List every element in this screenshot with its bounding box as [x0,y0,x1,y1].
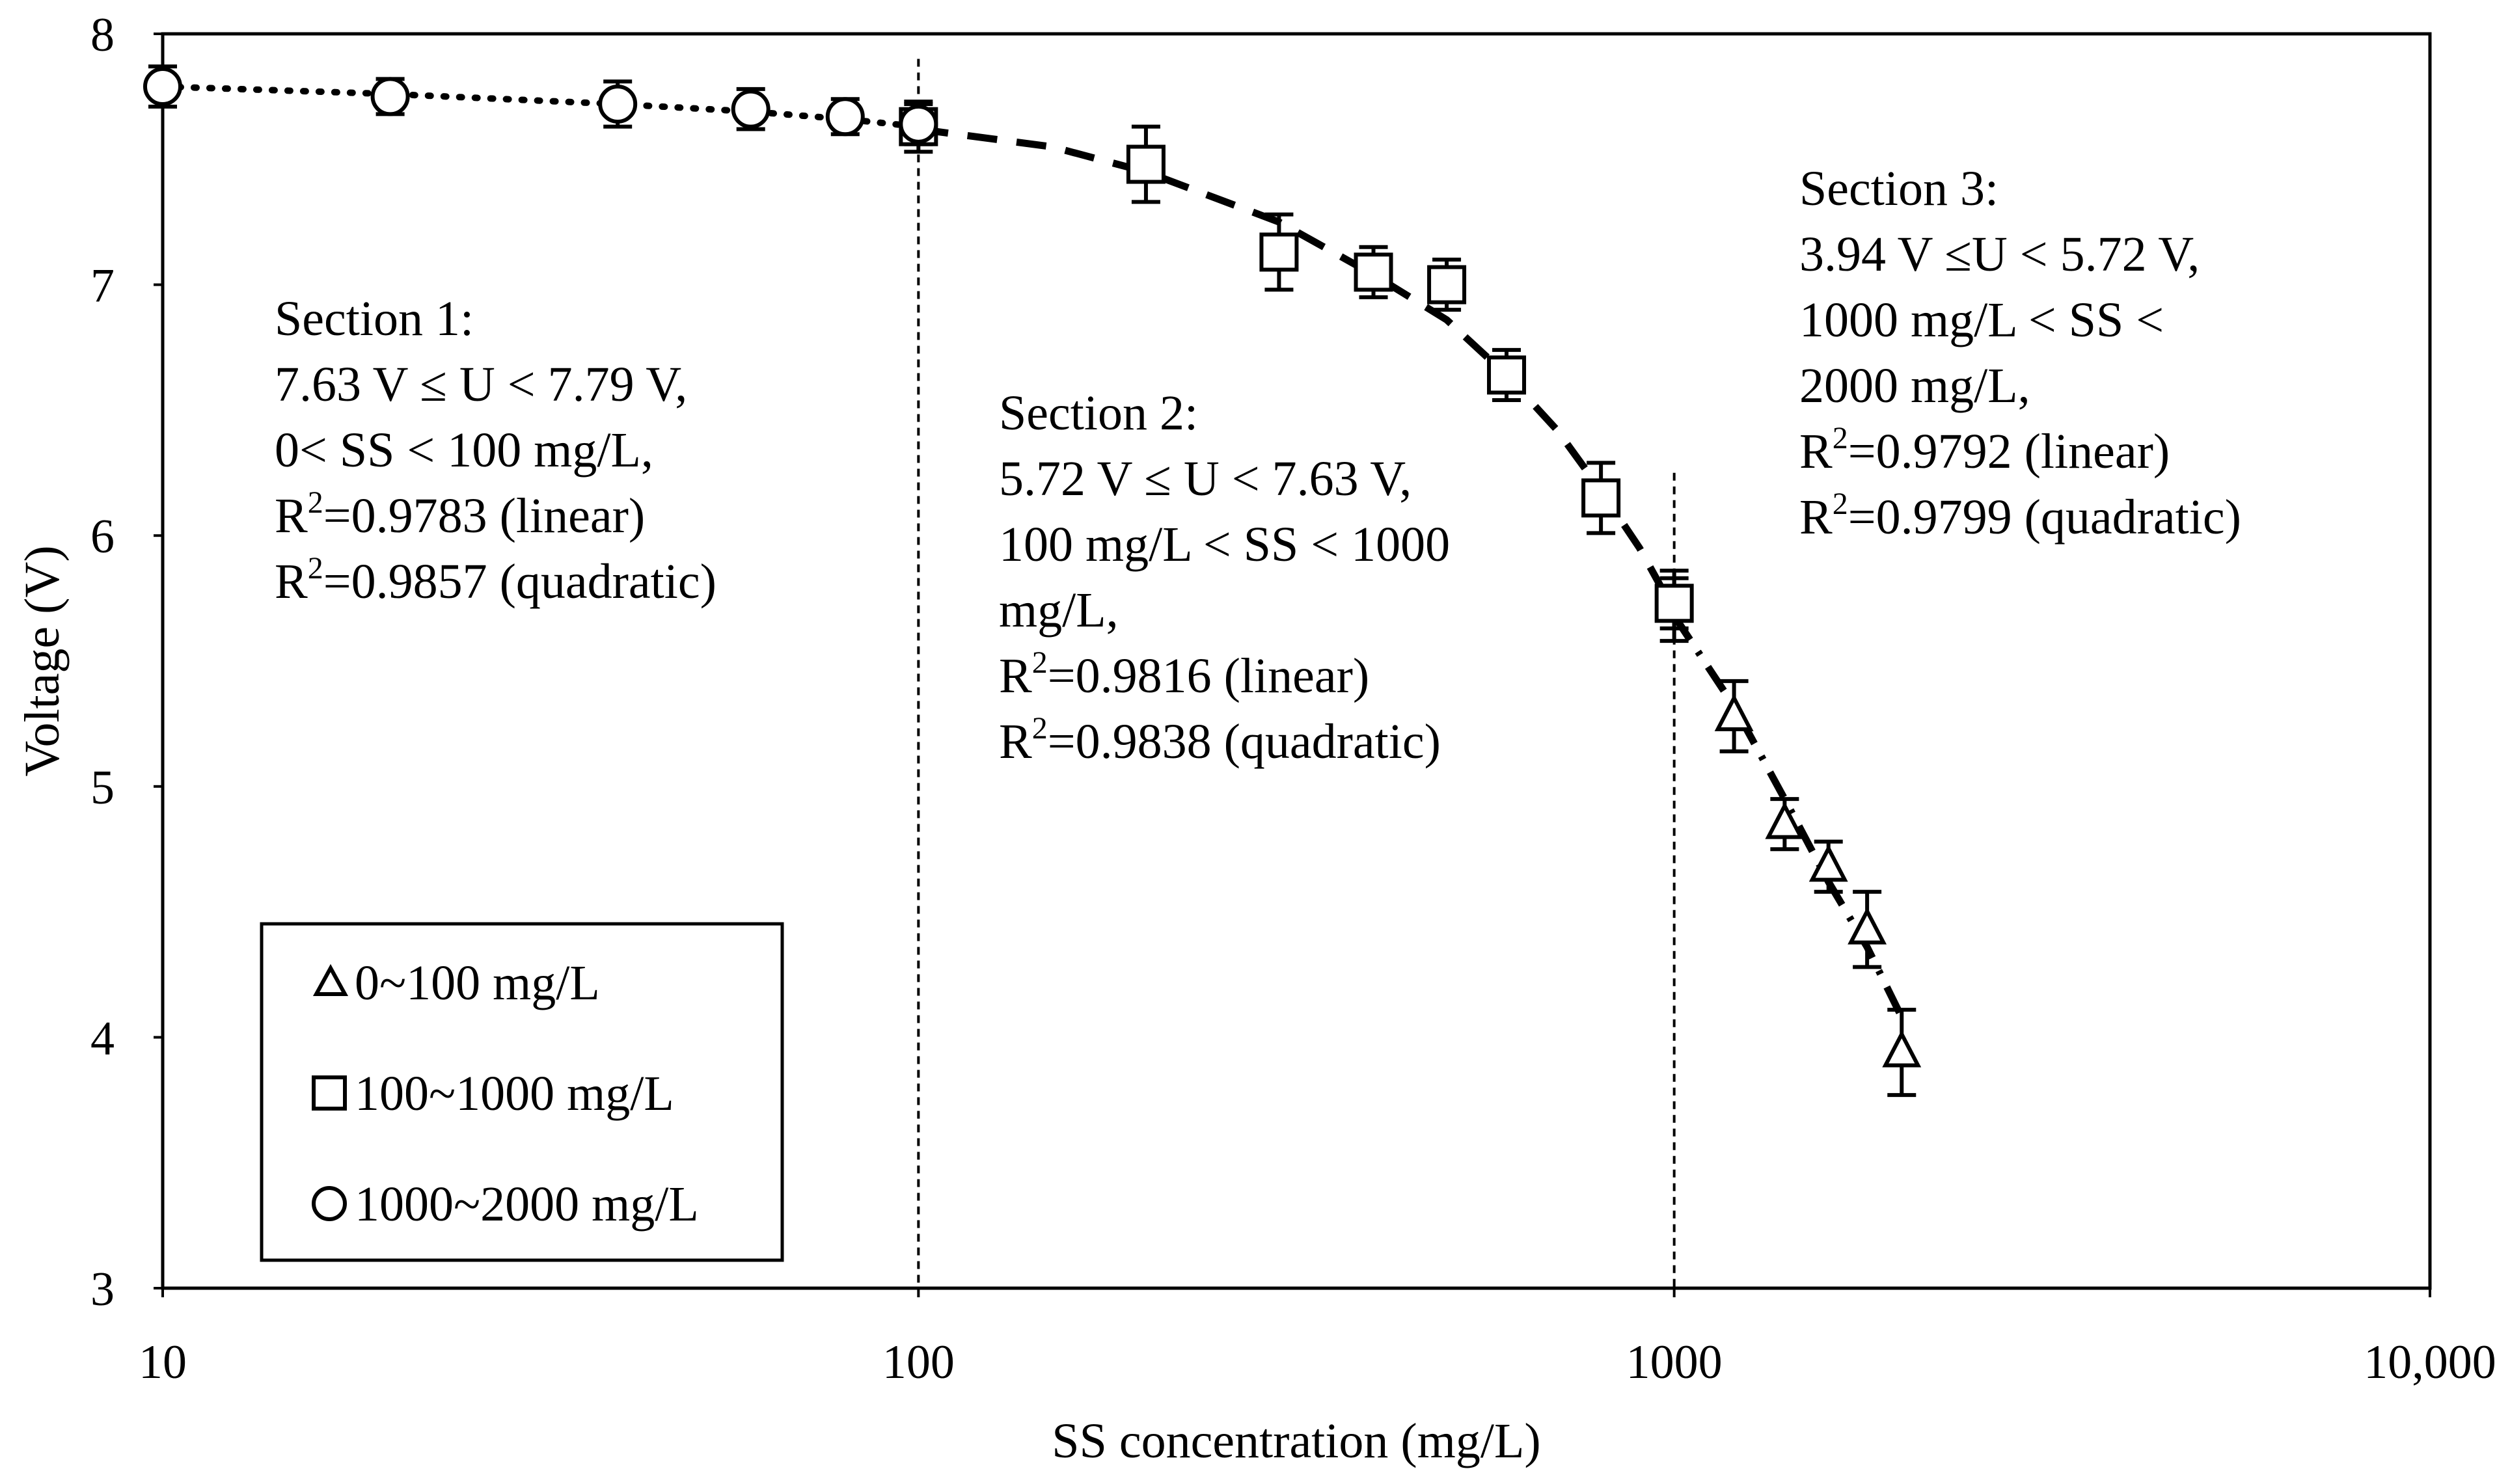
annotation-line: Section 3: [1799,161,1998,216]
square-marker [1427,265,1467,304]
y-tick-label: 5 [90,761,115,815]
annotation-line: 100 mg/L < SS < 1000 [999,517,1450,572]
y-tick-label: 8 [90,8,115,62]
triangle-marker [1714,694,1754,731]
annotation-line: R2=0.9857 (quadratic) [275,551,716,609]
x-axis-ticks: 10 100 1000 10,000 [139,1288,2496,1389]
section-annotations: Section 1: 7.63 V ≤ U < 7.79 V, 0< SS < 10… [275,161,2241,769]
legend-item: 0~100 mg/L [312,956,600,1010]
y-axis-title: Voltage (V) [15,545,70,776]
square-marker [1487,355,1527,395]
fit-line-section-2 [918,126,1678,613]
annotation-superscript: 2 [1032,645,1048,680]
annotation-superscript: 2 [308,485,323,520]
annotation-r: R [1799,490,1833,545]
legend-label: 1000~2000 mg/L [355,1177,699,1232]
annotation-value: =0.9792 (linear) [1848,424,2170,479]
legend-circle-marker [312,1186,347,1221]
circle-marker [731,89,771,129]
legend-item: 1000~2000 mg/L [312,1177,699,1232]
square-marker [1259,232,1299,272]
annotation-line: 3.94 V ≤U < 5.72 V, [1799,227,2200,282]
annotation-line: R2=0.9792 (linear) [1799,421,2170,479]
annotation-line: R2=0.9838 (quadratic) [999,711,1441,769]
x-tick-label: 100 [882,1336,955,1389]
square-marker [1126,144,1166,184]
triangle-marker [1882,1030,1922,1068]
fit-line-section-1 [159,83,922,130]
y-tick-label: 3 [90,1263,115,1316]
annotation-line: R2=0.9783 (linear) [275,485,645,543]
annotation-value: =0.9783 (linear) [323,489,645,543]
fit-line-section-3 [1671,614,1905,1019]
annotation-r: R [999,714,1032,769]
data-markers [143,66,1922,1068]
annotation-superscript: 2 [308,551,323,586]
annotation-line: R2=0.9816 (linear) [999,645,1369,703]
legend-label: 100~1000 mg/L [355,1066,674,1121]
y-tick-label: 6 [90,510,115,563]
fit-lines [159,83,1905,1019]
circle-marker [598,84,638,124]
annotation-line: Section 2: [999,386,1198,440]
triangle-marker [1848,907,1887,945]
annotation-value: =0.9857 (quadratic) [323,554,716,609]
circle-marker [370,77,410,116]
annotation-line: 1000 mg/L < SS < [1799,293,2164,347]
x-tick-label: 10 [139,1336,187,1389]
circle-marker [143,66,182,106]
annotation-value: =0.9838 (quadratic) [1048,714,1441,769]
legend-label: 0~100 mg/L [355,956,600,1010]
annotation-value: =0.9799 (quadratic) [1848,490,2241,545]
circle-marker [899,104,938,144]
legend-item: 100~1000 mg/L [312,1066,674,1121]
x-tick-label: 1000 [1626,1336,1723,1389]
triangle-marker [1808,844,1848,882]
x-tick-label: 10,000 [2364,1336,2496,1389]
circle-marker [825,97,865,137]
legend-box [260,922,784,1262]
annotation-line: 7.63 V ≤ U < 7.79 V, [275,357,687,412]
y-tick-label: 7 [90,260,115,313]
square-marker [1581,478,1621,518]
annotation-line: mg/L, [999,583,1119,638]
annotation-r: R [999,649,1032,703]
square-marker [1654,584,1694,623]
annotation-line: 2000 mg/L, [1799,358,2030,413]
annotation-superscript: 2 [1833,487,1848,521]
annotation-value: =0.9816 (linear) [1048,649,1369,703]
legend-square-marker [312,1075,347,1111]
annotation-superscript: 2 [1032,711,1048,746]
annotation-r: R [275,489,308,543]
y-axis-ticks: 3 4 5 6 7 8 [90,8,163,1316]
annotation-r: R [275,554,308,609]
y-tick-label: 4 [90,1012,115,1065]
annotation-line: Section 1: [275,291,474,346]
square-marker [1354,252,1393,292]
triangle-marker [1765,802,1805,839]
annotation-superscript: 2 [1833,421,1848,455]
annotation-line: 0< SS < 100 mg/L, [275,423,653,478]
legend-triangle-marker [312,964,349,996]
annotation-r: R [1799,424,1833,479]
x-axis-title: SS concentration (mg/L) [1052,1414,1540,1468]
annotation-line: 5.72 V ≤ U < 7.63 V, [999,452,1412,506]
annotation-line: R2=0.9799 (quadratic) [1799,487,2241,545]
legend: 0~100 mg/L 100~1000 mg/L 1000~2000 mg/L [260,922,784,1262]
